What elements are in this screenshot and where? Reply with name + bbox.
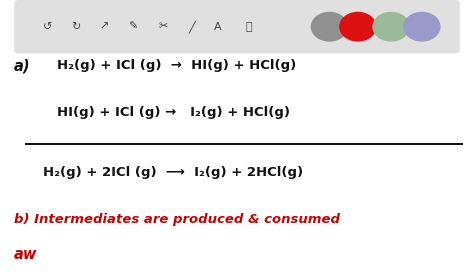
Text: ↻: ↻ bbox=[71, 22, 81, 32]
Text: b) Intermediates are produced & consumed: b) Intermediates are produced & consumed bbox=[14, 213, 340, 226]
Text: a): a) bbox=[14, 58, 31, 73]
Ellipse shape bbox=[404, 12, 440, 41]
Text: ✂: ✂ bbox=[159, 22, 168, 32]
FancyBboxPatch shape bbox=[14, 0, 460, 53]
Text: ╱: ╱ bbox=[189, 20, 195, 33]
Text: ↗: ↗ bbox=[100, 22, 109, 32]
Text: ⬛: ⬛ bbox=[246, 22, 252, 32]
Text: aw: aw bbox=[14, 247, 37, 262]
Text: A: A bbox=[214, 22, 222, 32]
Text: HI(g) + ICl (g) →   I₂(g) + HCl(g): HI(g) + ICl (g) → I₂(g) + HCl(g) bbox=[57, 106, 290, 119]
Text: ↺: ↺ bbox=[43, 22, 52, 32]
Ellipse shape bbox=[311, 12, 347, 41]
Ellipse shape bbox=[373, 12, 409, 41]
Ellipse shape bbox=[340, 12, 376, 41]
Text: H₂(g) + 2ICl (g)  ⟶  I₂(g) + 2HCl(g): H₂(g) + 2ICl (g) ⟶ I₂(g) + 2HCl(g) bbox=[43, 166, 303, 179]
Text: H₂(g) + ICl (g)  →  HI(g) + HCl(g): H₂(g) + ICl (g) → HI(g) + HCl(g) bbox=[57, 59, 296, 72]
Text: ✎: ✎ bbox=[128, 22, 137, 32]
